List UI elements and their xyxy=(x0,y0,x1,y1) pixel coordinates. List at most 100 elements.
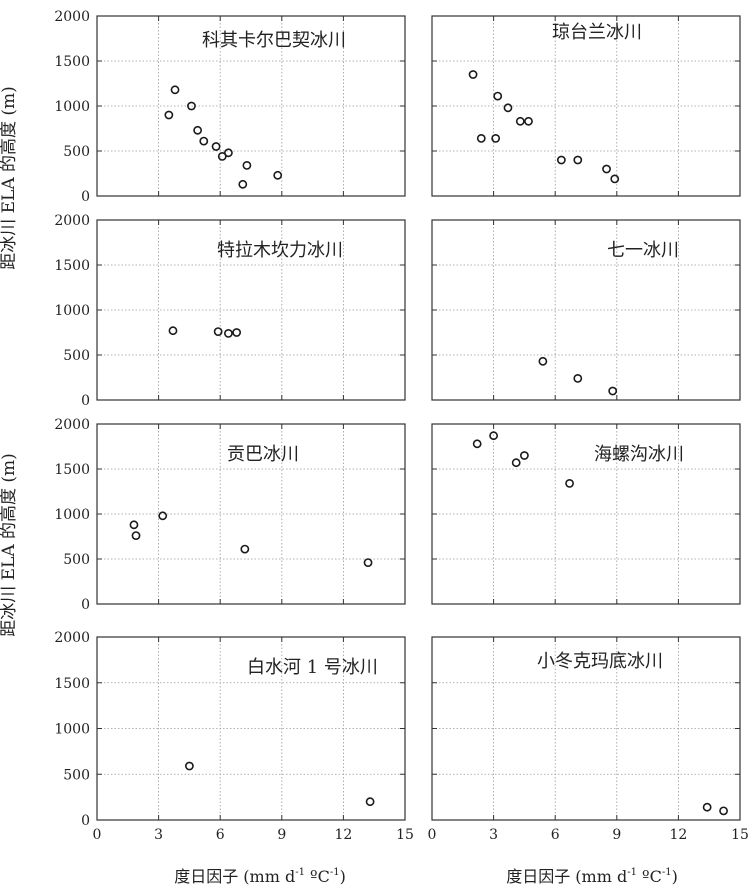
panel-1: 0 500 1000 1500 2000 科其卡尔巴契冰川 xyxy=(54,9,406,205)
data-point xyxy=(702,802,712,812)
data-point xyxy=(476,133,486,143)
y-tick-label: 2000 xyxy=(54,213,90,229)
x-tick-label: 15 xyxy=(396,827,414,843)
data-point xyxy=(131,531,141,540)
panel-title: 白水河 1 号冰川 xyxy=(247,657,378,678)
panel-title: 七一冰川 xyxy=(607,240,679,261)
y-tick-label: 500 xyxy=(63,144,90,160)
x-tick-label: 9 xyxy=(612,827,621,843)
y-tick-label: 1500 xyxy=(54,258,90,274)
y-tick-label: 1000 xyxy=(54,303,90,319)
data-point xyxy=(515,116,525,126)
x-tick-label: 6 xyxy=(216,827,225,843)
panel-8: 0 3 6 9 12 15 小冬克玛底冰川 xyxy=(428,636,749,843)
x-tick-label: 0 xyxy=(93,827,102,843)
data-point xyxy=(489,431,498,441)
x-axis-label-left-part-4: ) xyxy=(340,867,346,886)
panel-title: 小冬克玛底冰川 xyxy=(537,651,663,672)
data-point xyxy=(238,179,248,189)
data-point xyxy=(602,164,611,174)
y-tick-label: 2000 xyxy=(54,9,90,25)
x-tick-label: 0 xyxy=(428,827,437,843)
y-tick-label: 2000 xyxy=(54,417,90,433)
x-axis-label-right-part-0: 度日因子 (mm d xyxy=(506,867,627,886)
y-tick-label: 500 xyxy=(63,348,90,364)
y-tick-label: 1000 xyxy=(54,99,90,115)
data-point xyxy=(365,797,375,807)
y-tick-label: 0 xyxy=(81,813,90,829)
data-point xyxy=(193,125,203,135)
panel-7: 0 500 1000 1500 2000 0 3 6 9 12 15 白水河 1 号冰川 xyxy=(54,630,414,843)
data-point xyxy=(213,327,223,336)
panel-title: 海螺沟冰川 xyxy=(594,444,684,465)
x-axis-label-right-part-1: -1 xyxy=(627,867,637,878)
panel-title: 科其卡尔巴契冰川 xyxy=(202,30,346,51)
data-point xyxy=(164,110,174,120)
data-point xyxy=(608,386,618,396)
y-tick-label: 1000 xyxy=(54,507,90,523)
x-tick-label: 9 xyxy=(277,827,286,843)
data-point xyxy=(468,70,478,79)
panel-title: 特拉木坎力冰川 xyxy=(217,240,343,261)
x-tick-label: 3 xyxy=(154,827,163,843)
data-point xyxy=(217,151,227,161)
data-point xyxy=(184,761,194,771)
data-point xyxy=(170,85,180,95)
x-tick-label: 12 xyxy=(669,827,687,843)
x-tick-label: 6 xyxy=(551,827,560,843)
y-tick-label: 1000 xyxy=(54,722,90,738)
data-point xyxy=(232,328,242,337)
y-tick-label: 500 xyxy=(63,767,90,783)
panel-3: 0 500 1000 1500 2000 特拉木坎力冰川 xyxy=(54,213,406,409)
y-tick-label: 0 xyxy=(81,597,90,613)
x-axis-label-left: 度日因子 (mm d-1 ºC-1) xyxy=(174,867,346,886)
x-axis-label-right: 度日因子 (mm d-1 ºC-1) xyxy=(506,867,678,886)
panel-6: 海螺沟冰川 xyxy=(431,423,741,605)
data-point xyxy=(211,142,221,151)
y-tick-label: 500 xyxy=(63,552,90,568)
y-tick-label: 1500 xyxy=(54,676,90,692)
x-axis-label-right-part-3: -1 xyxy=(662,867,672,878)
x-tick-label: 3 xyxy=(489,827,498,843)
data-point xyxy=(491,133,501,143)
panel-4: 七一冰川 xyxy=(431,219,741,401)
data-point xyxy=(224,148,233,158)
data-point xyxy=(556,155,566,165)
data-point xyxy=(520,451,529,460)
x-axis-label-right-part-2: ºC xyxy=(637,867,662,886)
x-axis-label-left-part-0: 度日因子 (mm d xyxy=(174,867,295,886)
panel-title: 琼台兰冰川 xyxy=(552,22,642,43)
panel-title: 贡巴冰川 xyxy=(227,444,299,465)
data-point xyxy=(242,160,252,170)
data-point xyxy=(493,91,503,101)
data-point xyxy=(168,326,178,336)
x-axis-label-right-part-4: ) xyxy=(672,867,678,886)
data-point xyxy=(472,439,482,449)
data-point xyxy=(187,101,196,111)
x-axis-label-left-part-2: ºC xyxy=(305,867,330,886)
data-point xyxy=(503,103,513,113)
x-tick-label: 12 xyxy=(334,827,352,843)
x-axis-label-left-part-1: -1 xyxy=(295,867,305,878)
panel-5: 0 500 1000 1500 2000 贡巴冰川 xyxy=(54,417,406,613)
x-tick-label: 15 xyxy=(731,827,749,843)
x-axis-label-left-part-3: -1 xyxy=(330,867,340,878)
y-tick-label: 2000 xyxy=(54,630,90,646)
data-point xyxy=(199,136,209,146)
data-point xyxy=(240,544,250,554)
data-point xyxy=(719,806,728,816)
y-tick-label: 1500 xyxy=(54,462,90,478)
data-point xyxy=(538,356,548,366)
data-point xyxy=(610,174,620,184)
data-point xyxy=(158,511,168,521)
data-point xyxy=(565,478,574,488)
data-point xyxy=(273,170,283,180)
y-tick-label: 1500 xyxy=(54,54,90,70)
data-point xyxy=(573,373,583,383)
data-point xyxy=(363,558,373,567)
panel-2: 琼台兰冰川 xyxy=(431,15,741,197)
data-point xyxy=(224,328,233,338)
y-tick-label: 0 xyxy=(81,393,90,409)
